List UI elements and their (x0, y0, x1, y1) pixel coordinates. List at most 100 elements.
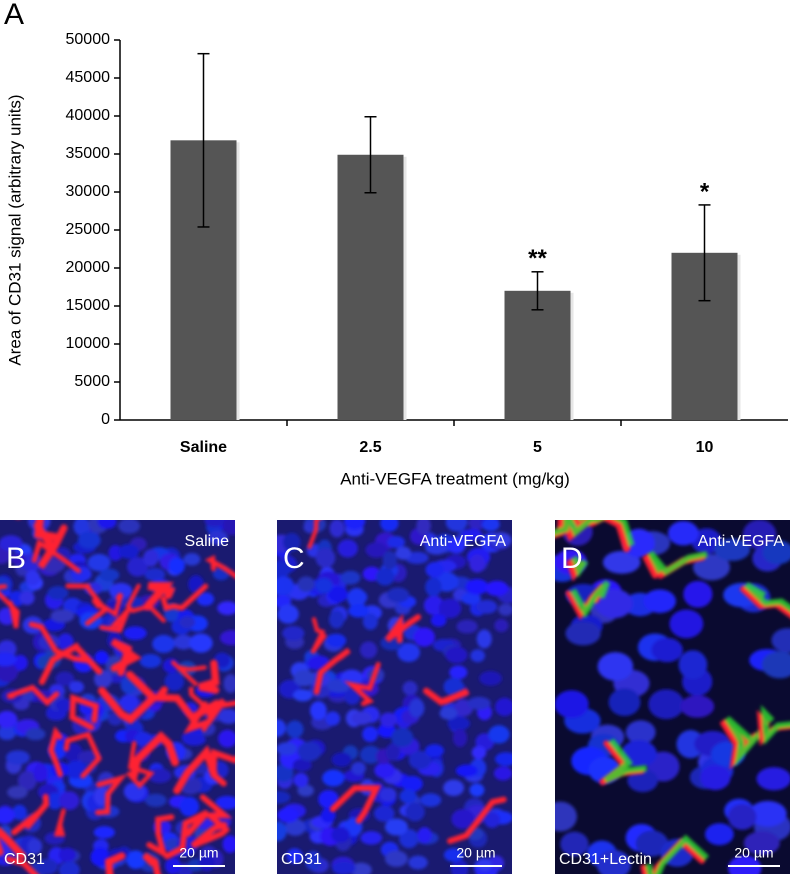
nucleus (277, 604, 299, 624)
nucleus (277, 742, 297, 756)
y-tick-label: 25000 (66, 221, 111, 238)
nucleus (189, 633, 213, 653)
nucleus (405, 551, 429, 564)
nucleus (365, 542, 388, 558)
vessel (125, 583, 166, 623)
nucleus (467, 696, 491, 710)
nucleus (469, 783, 485, 797)
lectin (760, 704, 790, 745)
nucleus (217, 601, 235, 616)
scale-bar-label: 20 µm (179, 845, 218, 861)
nucleus (683, 580, 713, 608)
vessel (11, 793, 50, 836)
vessel (53, 808, 66, 837)
y-tick-label: 30000 (66, 183, 111, 200)
micrograph-content (0, 520, 235, 874)
nucleus (297, 741, 322, 762)
x-tick-label: 2.5 (359, 439, 381, 456)
vessel (95, 773, 128, 816)
nucleus (420, 793, 442, 807)
nucleus (25, 727, 46, 741)
nucleus (297, 576, 315, 592)
nucleus (382, 550, 398, 570)
vessel (126, 740, 155, 789)
vessel (146, 814, 175, 860)
nucleus (179, 796, 200, 817)
nucleus (277, 719, 286, 737)
treatment-label: Anti-VEGFA (420, 533, 507, 550)
nucleus (164, 608, 179, 622)
nucleus (360, 831, 383, 845)
nucleus (293, 689, 313, 702)
nucleus (409, 698, 425, 718)
nucleus (152, 634, 175, 653)
nucleus (337, 539, 358, 558)
nucleus (771, 628, 790, 653)
nucleus (198, 854, 215, 872)
vessel (170, 660, 207, 687)
nucleus (425, 542, 448, 555)
nucleus (315, 577, 333, 594)
nucleus (126, 850, 146, 870)
nucleus (349, 862, 372, 874)
lectin (570, 580, 611, 619)
vessel (110, 638, 142, 676)
nucleus (305, 850, 322, 871)
nucleus (292, 758, 312, 772)
nucleus (0, 710, 18, 729)
vessels (0, 520, 235, 874)
nucleus (55, 671, 75, 687)
vessel (384, 613, 422, 644)
nucleus (635, 830, 669, 857)
nucleus (340, 570, 361, 585)
nucleus (139, 653, 162, 669)
nucleus (318, 789, 339, 809)
nucleus (277, 821, 287, 842)
nucleus (0, 806, 15, 824)
nucleus (0, 652, 17, 667)
nucleus (348, 604, 369, 618)
nucleus (286, 848, 303, 864)
nucleus (748, 800, 787, 827)
vessel (31, 538, 82, 574)
nucleus (297, 784, 314, 797)
nucleus (408, 750, 432, 770)
nucleus (328, 586, 348, 603)
nucleus (33, 763, 48, 783)
nucleus (37, 858, 59, 874)
treatment-label: Anti-VEGFA (698, 533, 785, 550)
nucleus (413, 627, 435, 647)
nucleus (377, 723, 396, 738)
nucleus (399, 828, 419, 849)
nucleus (443, 779, 465, 797)
vessel (329, 784, 382, 824)
nucleus (667, 520, 699, 546)
nucleus (49, 684, 64, 698)
nucleus (762, 540, 790, 565)
scale-bar-label: 20 µm (456, 845, 495, 861)
y-tick-label: 50000 (66, 31, 111, 48)
scale-bar-label: 20 µm (734, 845, 773, 861)
nucleus (282, 625, 305, 641)
nucleus (495, 752, 512, 767)
vessel (163, 809, 210, 860)
vessel (5, 856, 39, 874)
vessels (555, 520, 790, 874)
nucleus (465, 578, 489, 595)
nucleus (347, 587, 367, 608)
nucleus (68, 680, 85, 694)
vessel (143, 581, 176, 611)
nucleus (484, 812, 500, 828)
nucleus (397, 642, 421, 662)
nucleus (331, 752, 352, 767)
nucleus (714, 538, 751, 561)
nucleus (93, 826, 115, 839)
vessel (313, 647, 351, 695)
nucleus (277, 561, 291, 578)
vessel (129, 731, 179, 781)
nucleus (425, 744, 444, 758)
nucleus (47, 586, 69, 600)
vessel (28, 621, 92, 664)
nucleus (565, 621, 601, 646)
